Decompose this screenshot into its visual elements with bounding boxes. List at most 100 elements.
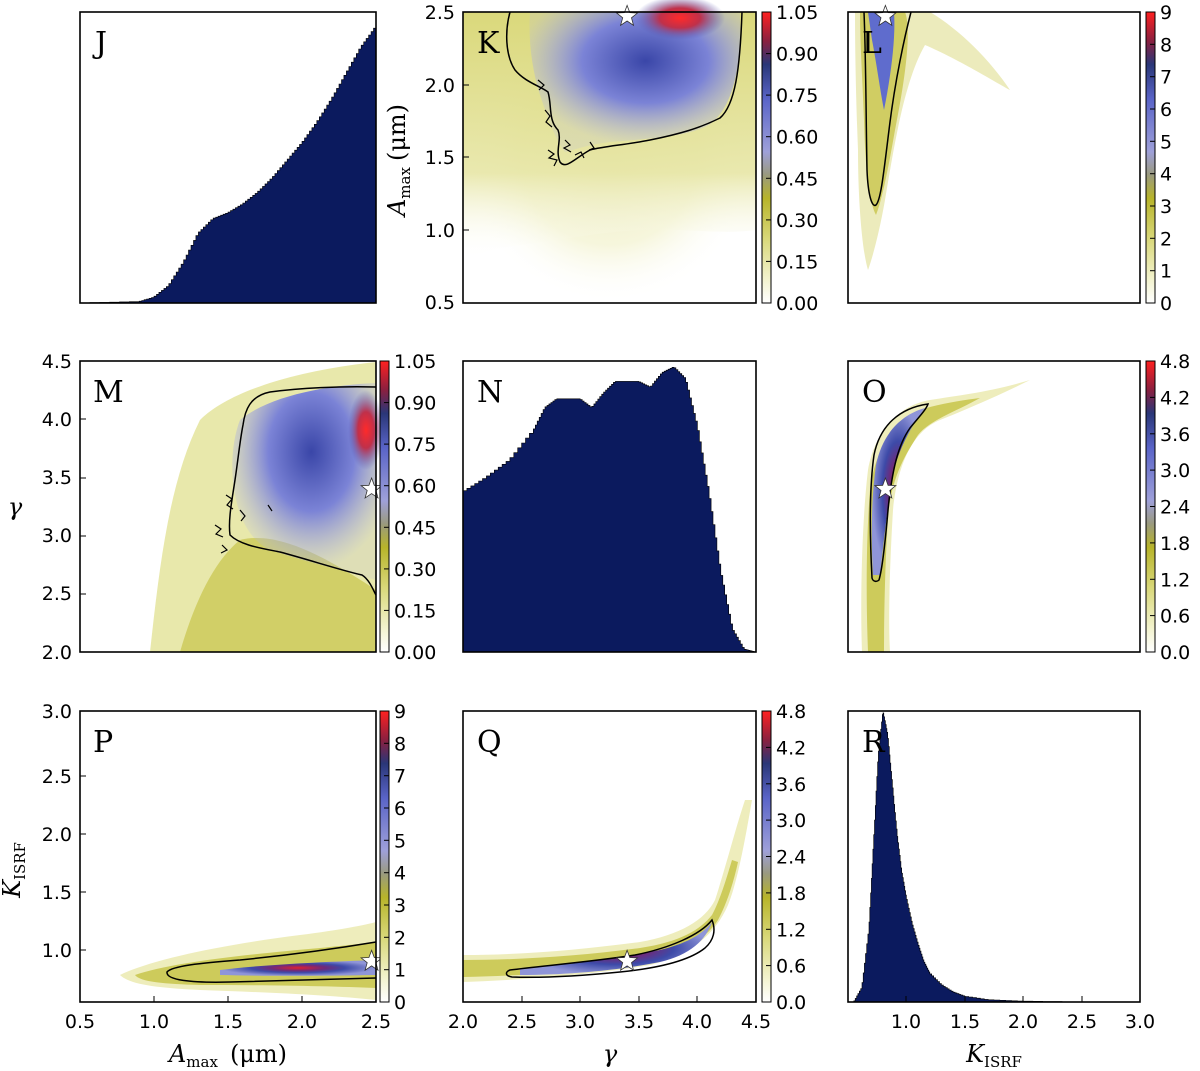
colorbar-K-ticks: 0.00 0.15 0.30 0.45 0.60 0.75 0.90 1.05	[766, 2, 818, 315]
colorbar-L-tick: 3	[1160, 196, 1172, 218]
panel-P: P 1.0 1.5 2.0 2.5 3.0 KISRF 0.5 1.0 1.5 …	[0, 701, 406, 1071]
panel-R: R 1.0 1.5 2.0 2.5 3.0 KISRF	[847, 710, 1155, 1071]
x-tick-Q-2.5: 2.5	[507, 1011, 537, 1033]
colorbar-K-tick: 0.30	[776, 210, 818, 232]
colorbar-L-tick: 8	[1160, 34, 1172, 56]
colorbar-M-tick: 0.00	[394, 642, 436, 664]
colorbar-L-tick: 6	[1160, 99, 1172, 121]
colorbar-K-tick: 0.00	[776, 293, 818, 315]
colorbar-M-tick: 0.30	[394, 559, 436, 581]
contour-M	[228, 385, 377, 596]
colorbar-O-tick: 3.6	[1160, 424, 1190, 446]
panel-N: N	[462, 360, 757, 653]
y-tick-K-0.5: 0.5	[425, 292, 455, 314]
star-marker-P	[360, 949, 384, 972]
contour-K	[505, 11, 743, 166]
star-marker-L	[873, 4, 897, 27]
colorbar-O-tick: 1.8	[1160, 533, 1190, 555]
colorbar-L: 0 1 2 3 4 5 6 7 8 9	[1145, 2, 1172, 315]
colorbar-K-tick: 1.05	[776, 2, 818, 24]
y-tick-K-2.5: 2.5	[425, 2, 455, 24]
y-tick-K-2.0: 2.0	[425, 75, 455, 97]
panel-label-J: J	[92, 26, 107, 61]
x-tick-R-3.0: 3.0	[1125, 1011, 1155, 1033]
y-axis-M: 2.0 2.5 3.0 3.5 4.0 4.5	[42, 351, 86, 664]
colorbar-O-tick: 1.2	[1160, 569, 1190, 591]
x-tick-R-1.5: 1.5	[950, 1011, 980, 1033]
y-tick-M-4.0: 4.0	[42, 409, 72, 431]
colorbar-P-ticks: 0 1 2 3 4 5 6 7 8 9	[384, 701, 406, 1014]
colorbar-L-ticks: 0 1 2 3 4 5 6 7 8 9	[1150, 2, 1172, 315]
star-marker-O	[873, 476, 897, 499]
heatmap-M-peak	[348, 390, 384, 470]
colorbar-O-tick: 0.0	[1160, 642, 1190, 664]
x-tick-P-1.0: 1.0	[139, 1011, 169, 1033]
panel-label-Q: Q	[477, 725, 502, 760]
colorbar-K-tick: 0.75	[776, 85, 818, 107]
colorbar-M-tick: 0.90	[394, 393, 436, 415]
star-marker-M	[360, 476, 384, 499]
star-marker-Q	[615, 949, 639, 972]
x-axis-label-P: Amax (μm)	[167, 1040, 287, 1071]
colorbar-Q-tick: 0.0	[776, 992, 806, 1014]
heatmap-O-core	[871, 408, 925, 575]
x-tick-R-1.0: 1.0	[891, 1011, 921, 1033]
colorbar-P-tick: 0	[394, 992, 406, 1014]
panel-label-P: P	[93, 725, 113, 760]
contour-Q	[505, 918, 715, 979]
x-tick-P-2.0: 2.0	[287, 1011, 317, 1033]
heatmap-K-peak	[635, 0, 725, 40]
x-tick-P-0.5: 0.5	[65, 1011, 95, 1033]
y-tick-M-4.5: 4.5	[42, 351, 72, 373]
panel-Q: Q 2.0 2.5 3.0 3.5 4.0 4.5 γ 0.0 0.6 1.2 1.8…	[448, 701, 806, 1068]
panel-label-N: N	[477, 375, 503, 410]
panel-label-L: L	[862, 26, 882, 61]
contour-K-noise	[537, 79, 595, 167]
contour-L	[863, 11, 912, 207]
x-axis-label-Q: γ	[603, 1040, 618, 1068]
colorbar-P-tick: 7	[394, 766, 406, 788]
heatmap-Q-outer-density	[463, 800, 752, 982]
panel-M: M 2.0 2.5 3.0 3.5 4.0 4.5 γ 0.00 0.15 0.30…	[8, 351, 436, 664]
panel-O: O 0.0 0.6 1.2 1.8 2.4 3.0 3.6 4.2 4.8	[847, 351, 1190, 664]
colorbar-M-tick: 0.60	[394, 476, 436, 498]
panel-label-M: M	[93, 375, 124, 410]
panel-L: L 0 1 2 3 4 5 6 7 8 9	[847, 2, 1172, 315]
y-tick-K-1.5: 1.5	[425, 147, 455, 169]
colorbar-K-tick: 0.60	[776, 127, 818, 149]
colorbar-Q-tick: 4.2	[776, 737, 806, 759]
colorbar-O-ticks: 0.0 0.6 1.2 1.8 2.4 3.0 3.6 4.2 4.8	[1150, 351, 1190, 664]
colorbar-K-tick: 0.90	[776, 44, 818, 66]
x-axis-Q: 2.0 2.5 3.0 3.5 4.0 4.5	[448, 996, 771, 1033]
heatmap-L-core	[868, 12, 895, 110]
heatmap-P-core	[220, 960, 376, 976]
colorbar-P-tick: 5	[394, 830, 406, 852]
colorbar-P: 0 1 2 3 4 5 6 7 8 9	[379, 701, 406, 1014]
colorbar-M-tick: 0.45	[394, 517, 436, 539]
colorbar-K: 0.00 0.15 0.30 0.45 0.60 0.75 0.90 1.05	[761, 2, 818, 315]
colorbar-L-tick: 4	[1160, 164, 1172, 186]
colorbar-L-tick: 0	[1160, 293, 1172, 315]
x-axis-R: 1.0 1.5 2.0 2.5 3.0	[891, 996, 1155, 1033]
colorbar-P-tick: 2	[394, 927, 406, 949]
colorbar-M-tick: 0.75	[394, 434, 436, 456]
y-tick-P-3.0: 3.0	[42, 701, 72, 723]
y-tick-P-2.5: 2.5	[42, 766, 72, 788]
y-tick-M-2.5: 2.5	[42, 583, 72, 605]
y-tick-P-2.0: 2.0	[42, 824, 72, 846]
colorbar-L-tick: 5	[1160, 131, 1172, 153]
colorbar-P-tick: 1	[394, 960, 406, 982]
colorbar-M-tick: 1.05	[394, 351, 436, 373]
x-tick-Q-3.0: 3.0	[565, 1011, 595, 1033]
x-tick-R-2.5: 2.5	[1067, 1011, 1097, 1033]
heatmap-P-mid-density	[135, 942, 376, 988]
colorbar-M-ticks: 0.00 0.15 0.30 0.45 0.60 0.75 0.90 1.05	[384, 351, 436, 664]
colorbar-P-tick: 9	[394, 701, 406, 723]
y-tick-P-1.5: 1.5	[42, 882, 72, 904]
panel-label-R: R	[862, 725, 886, 760]
colorbar-Q-tick: 3.6	[776, 774, 806, 796]
panel-label-O: O	[862, 375, 887, 410]
colorbar-O-tick: 4.2	[1160, 387, 1190, 409]
x-axis-label-R: KISRF	[965, 1040, 1022, 1071]
